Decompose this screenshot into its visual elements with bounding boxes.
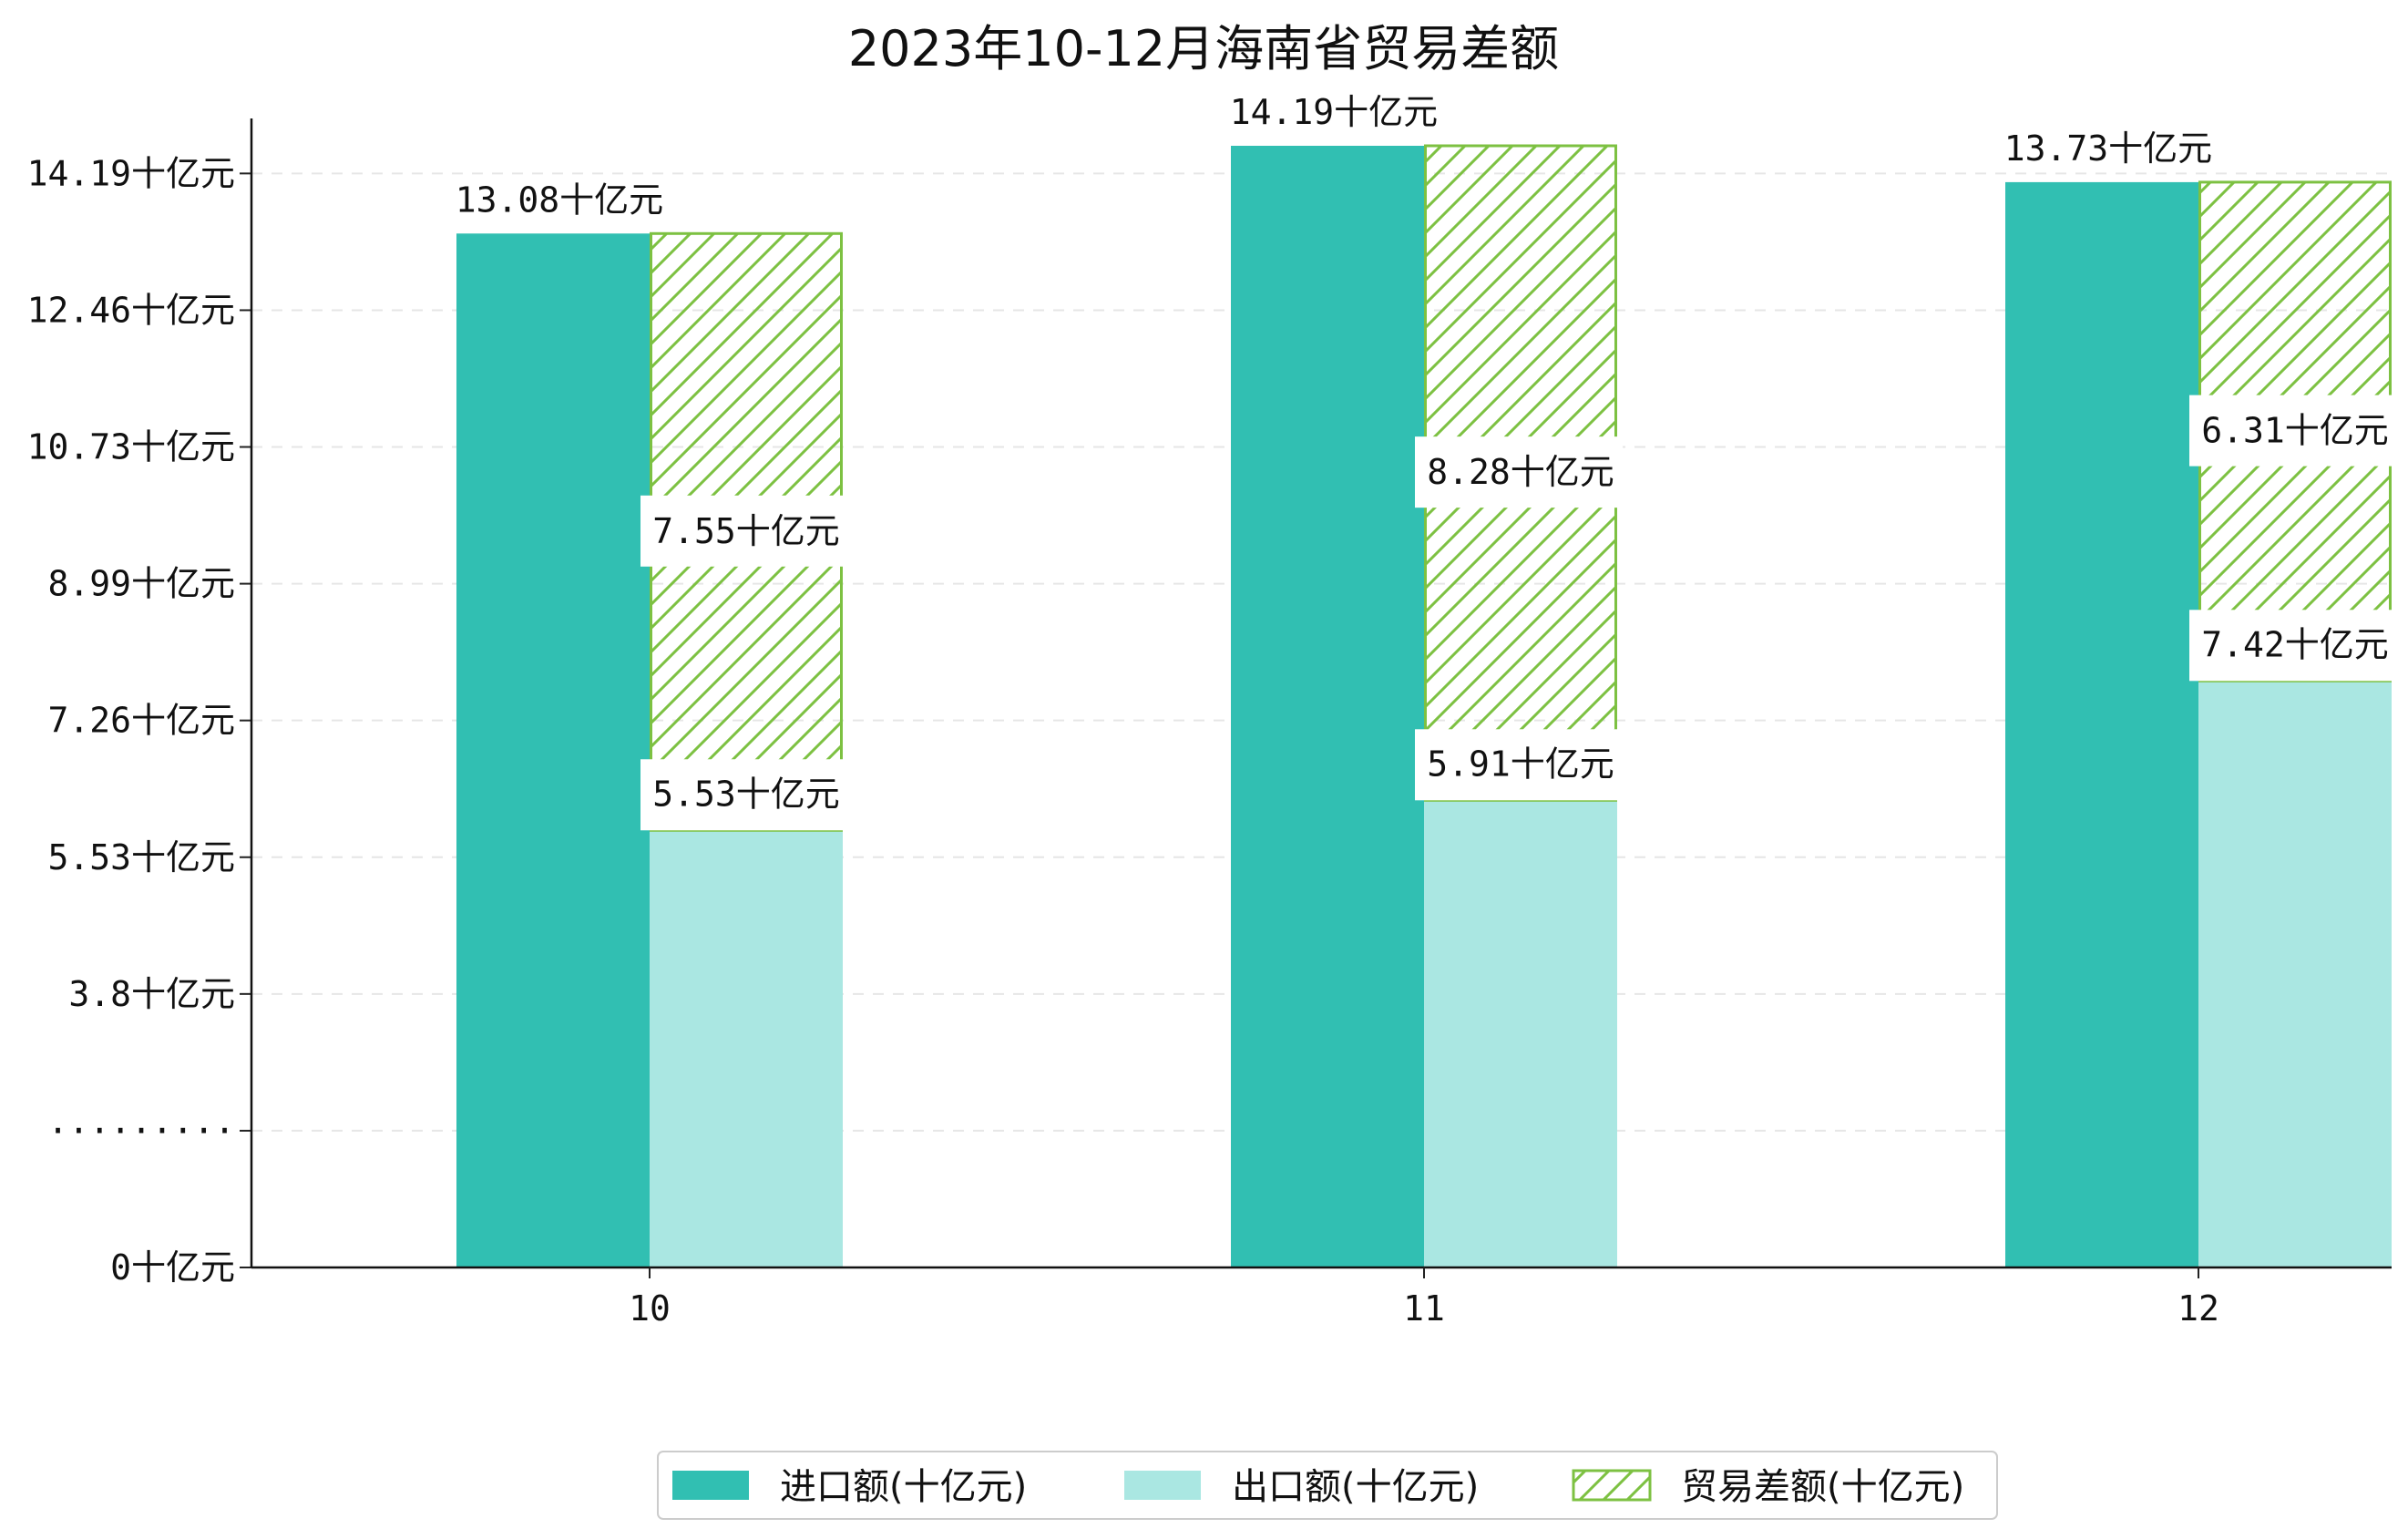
axes: 0十亿元 ········· 3.8十亿元 5.53十亿元 7.26十亿元 8.99十亿元… [27, 118, 2392, 1329]
value-label-box [2189, 610, 2397, 682]
legend-label-3: 贸易差额(十亿元) [1681, 1466, 1964, 1508]
value-label-import-12: 13.73十亿元 [2004, 128, 2212, 169]
value-label-box [640, 495, 848, 567]
value-label-box [1415, 729, 1623, 801]
value-label-box [1226, 91, 1441, 135]
value-label-box [452, 179, 667, 223]
legend-swatch-1 [672, 1471, 749, 1500]
value-label-balance-10: 7.55十亿元 [652, 511, 840, 551]
y-tick-label: 0十亿元 [110, 1247, 235, 1288]
value-label-box [640, 759, 848, 831]
value-label-box [2189, 395, 2397, 467]
value-label-import-11: 14.19十亿元 [1230, 92, 1438, 132]
y-tick-label: 5.53十亿元 [47, 837, 235, 877]
value-label-import-10: 13.08十亿元 [456, 180, 663, 220]
value-label-balance-11: 8.28十亿元 [1427, 452, 1614, 492]
bar-export-10 [650, 830, 843, 1267]
bar-export-12 [2198, 681, 2392, 1267]
legend: 进口额(十亿元) 出口额(十亿元) 贸易差额(十亿元) [657, 1451, 1998, 1520]
x-tick-label: 11 [1403, 1288, 1445, 1329]
value-label-export-12: 7.42十亿元 [2201, 624, 2389, 664]
chart-title: 2023年10-12月海南省贸易差额 [848, 20, 1559, 77]
legend-frame [657, 1451, 1998, 1520]
y-tick-label: 7.26十亿元 [47, 701, 235, 741]
bar-import-10 [456, 233, 650, 1268]
legend-swatch-2 [1124, 1471, 1201, 1500]
value-label-balance-12: 6.31十亿元 [2201, 411, 2389, 451]
value-labels: 13.08十亿元 7.55十亿元 5.53十亿元 14.19十亿元 8.28十亿元 5.9… [452, 91, 2397, 831]
y-tick-label: 10.73十亿元 [27, 427, 235, 467]
y-tick-label: 12.46十亿元 [27, 290, 235, 330]
legend-swatch-3 [1572, 1469, 1652, 1502]
y-tick-label: 8.99十亿元 [47, 564, 235, 604]
value-label-export-11: 5.91十亿元 [1427, 744, 1614, 784]
value-label-box [1415, 436, 1623, 508]
bars [456, 144, 2392, 1268]
x-tick-label: 12 [2177, 1288, 2219, 1329]
x-tick-label: 10 [629, 1288, 671, 1329]
bar-export-11 [1424, 800, 1617, 1267]
y-tick-label: 14.19十亿元 [27, 153, 235, 193]
bar-import-11 [1231, 146, 1424, 1267]
legend-label-2: 出口额(十亿元) [1232, 1466, 1479, 1508]
bar-import-12 [2005, 181, 2198, 1268]
legend-label-1: 进口额(十亿元) [780, 1466, 1027, 1508]
value-label-export-10: 5.53十亿元 [652, 774, 840, 814]
y-tick-label: 3.8十亿元 [68, 974, 235, 1014]
value-label-box [2001, 127, 2216, 171]
y-tick-label: ········· [47, 1111, 235, 1151]
